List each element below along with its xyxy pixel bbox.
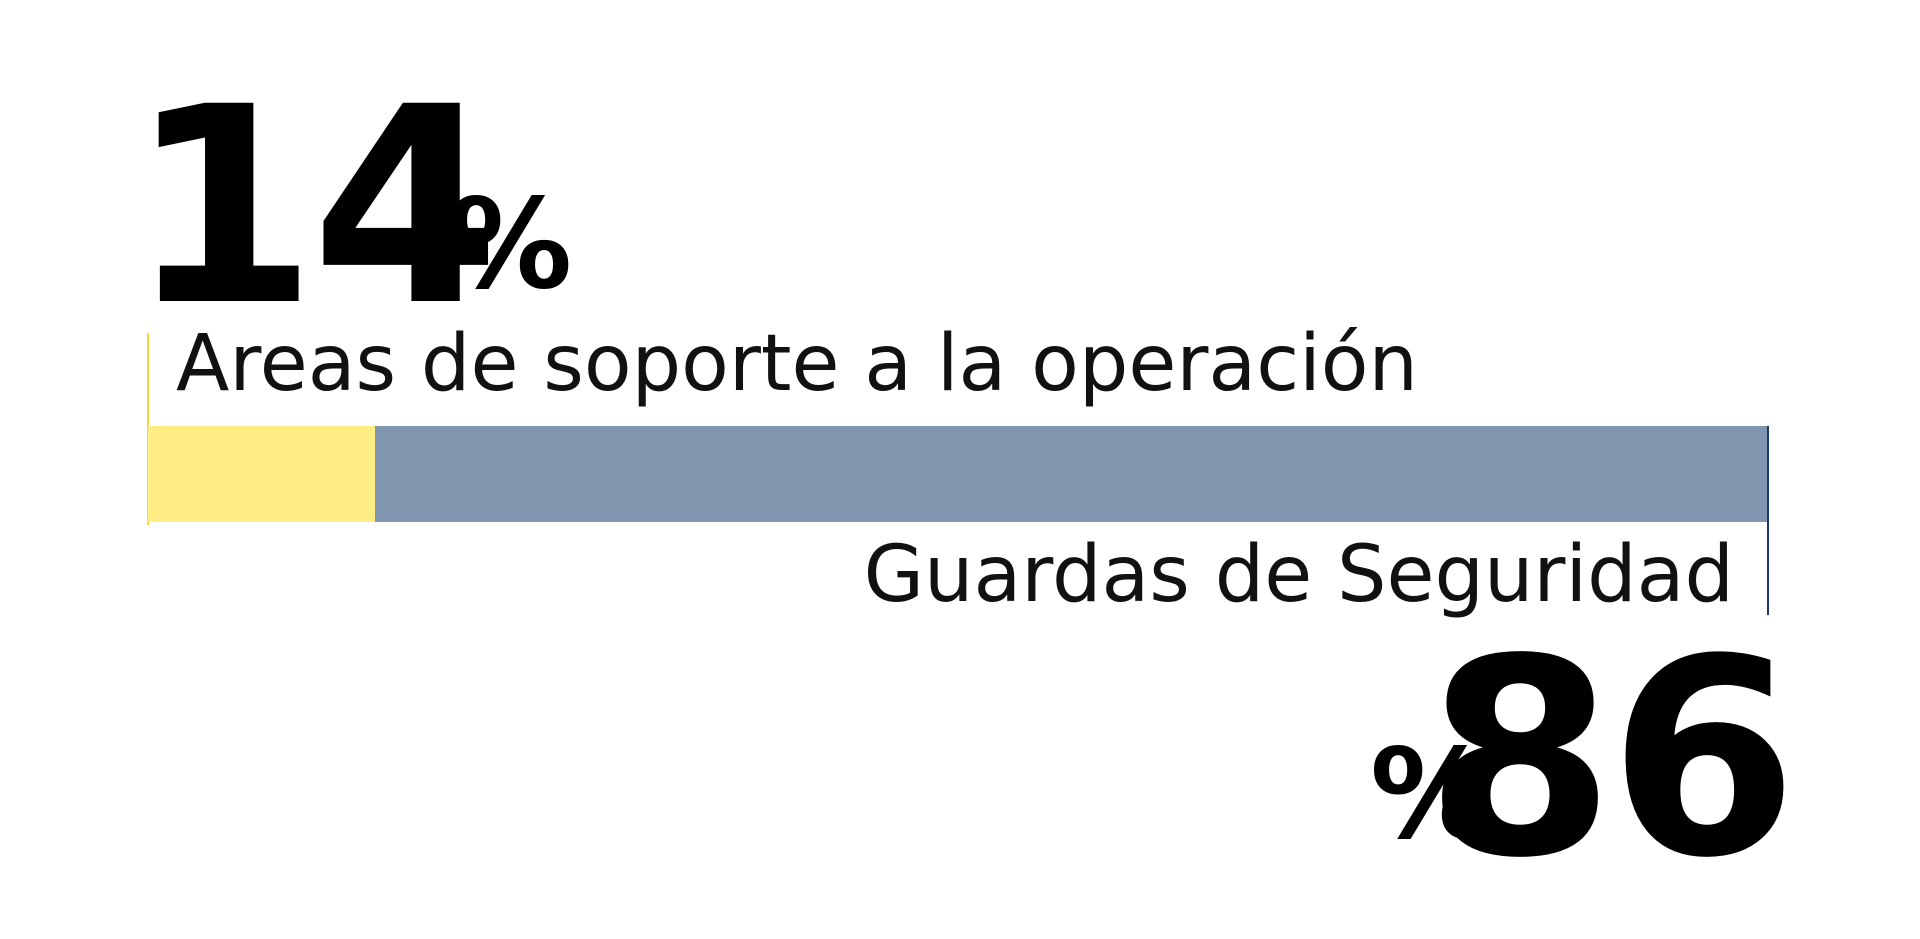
stacked-bar [148,426,1768,522]
value-areas-soporte: 14 [128,50,501,366]
label-areas-soporte: Areas de soporte a la operación [176,319,1418,409]
bar-segment-guardas-seguridad [374,426,1768,522]
percent-symbol-guardas-seguridad: % [1370,723,1495,867]
percent-symbol-areas-soporte: % [448,173,573,317]
value-guardas-seguridad: 86 [1425,602,1798,918]
label-guardas-seguridad: Guardas de Seguridad [863,530,1734,620]
tick-guardas-seguridad [1767,426,1769,615]
bar-segment-areas-soporte [148,426,375,522]
